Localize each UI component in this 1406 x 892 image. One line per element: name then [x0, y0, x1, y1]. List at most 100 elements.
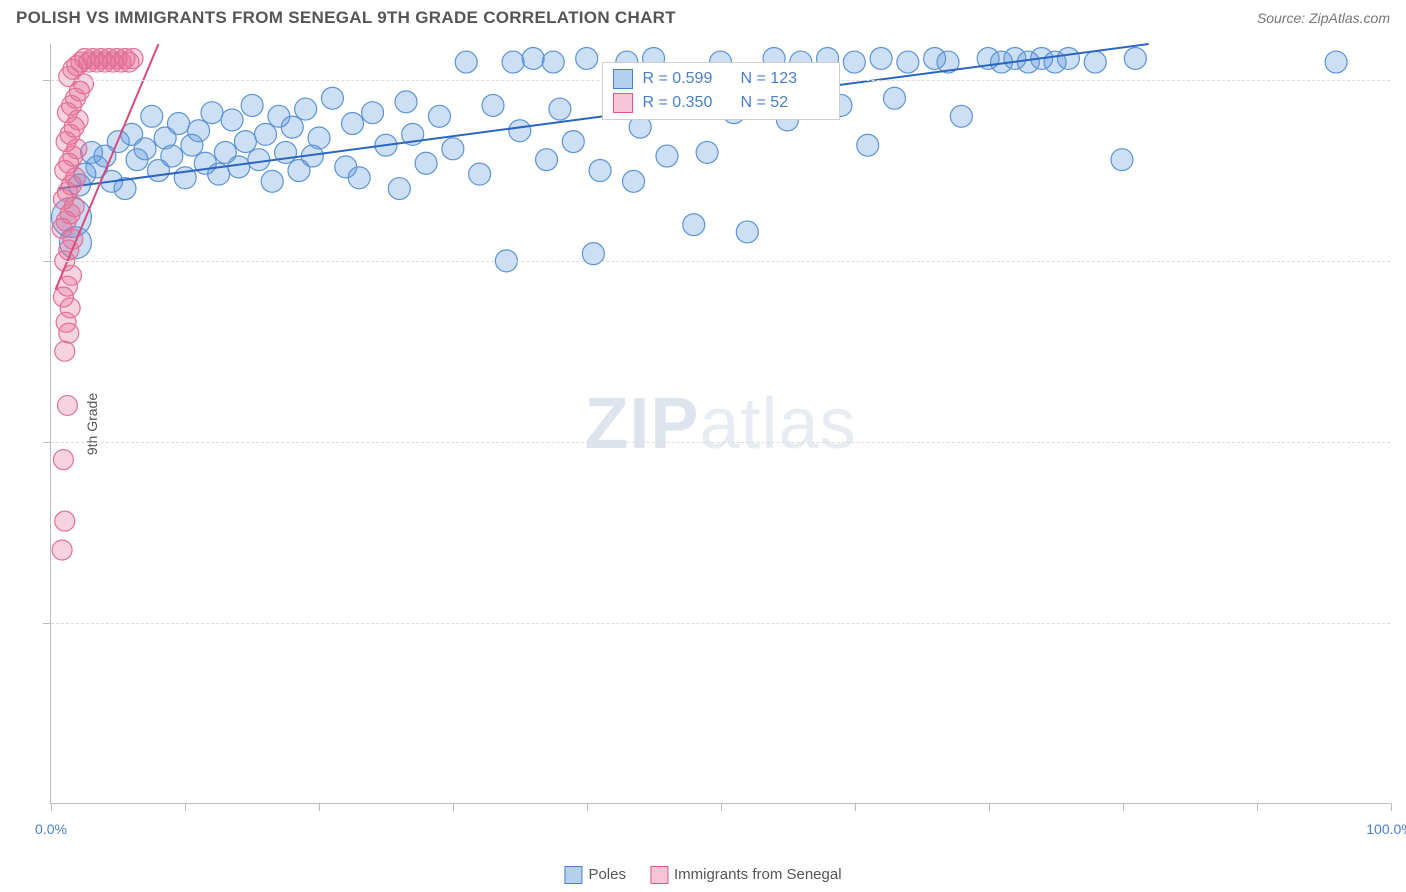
data-point	[1325, 51, 1347, 73]
r-label: R = 0.599	[643, 70, 731, 88]
data-point	[341, 113, 363, 135]
legend-item-poles: Poles	[564, 866, 626, 884]
data-point	[57, 395, 77, 415]
data-point	[883, 87, 905, 109]
data-point	[870, 47, 892, 69]
gridline	[51, 623, 1390, 624]
y-tick	[43, 442, 51, 443]
gridline	[51, 261, 1390, 262]
data-point	[55, 341, 75, 361]
data-point	[188, 120, 210, 142]
data-point	[428, 105, 450, 127]
stats-row-pink: R = 0.350 N = 52	[613, 91, 829, 115]
data-point	[562, 131, 584, 153]
data-point	[1124, 47, 1146, 69]
stats-legend: R = 0.599 N = 123 R = 0.350 N = 52	[602, 62, 840, 120]
data-point	[683, 214, 705, 236]
data-point	[281, 116, 303, 138]
y-tick-label: 85.0%	[1398, 615, 1406, 631]
data-point	[308, 127, 330, 149]
data-point	[261, 170, 283, 192]
data-point	[536, 149, 558, 171]
data-point	[161, 145, 183, 167]
data-point	[576, 47, 598, 69]
x-tick	[1391, 803, 1392, 811]
data-point	[549, 98, 571, 120]
data-point	[228, 156, 250, 178]
data-point	[469, 163, 491, 185]
data-point	[843, 51, 865, 73]
x-tick	[453, 803, 454, 811]
data-point	[362, 102, 384, 124]
data-point	[656, 145, 678, 167]
x-tick-label-0: 0.0%	[35, 821, 67, 837]
data-point	[241, 94, 263, 116]
swatch-pink-icon	[613, 93, 633, 113]
y-tick-label: 95.0%	[1398, 253, 1406, 269]
x-tick	[1257, 803, 1258, 811]
swatch-blue-icon	[564, 866, 582, 884]
r-label: R = 0.350	[643, 94, 731, 112]
data-point	[482, 94, 504, 116]
data-point	[395, 91, 417, 113]
data-point	[455, 51, 477, 73]
x-tick	[1123, 803, 1124, 811]
y-tick-label: 90.0%	[1398, 434, 1406, 450]
data-point	[502, 51, 524, 73]
data-point	[1084, 51, 1106, 73]
data-point	[1057, 47, 1079, 69]
y-tick	[43, 80, 51, 81]
stats-row-blue: R = 0.599 N = 123	[613, 67, 829, 91]
data-point	[52, 540, 72, 560]
series-legend: Poles Immigrants from Senegal	[564, 866, 841, 884]
data-point	[234, 131, 256, 153]
data-point	[589, 160, 611, 182]
chart-title: POLISH VS IMMIGRANTS FROM SENEGAL 9TH GR…	[16, 8, 676, 28]
swatch-blue-icon	[613, 69, 633, 89]
x-tick	[51, 803, 52, 811]
data-point	[248, 149, 270, 171]
data-point	[123, 48, 143, 68]
chart-source: Source: ZipAtlas.com	[1257, 10, 1390, 26]
data-point	[255, 123, 277, 145]
x-tick-label-100: 100.0%	[1366, 821, 1406, 837]
data-point	[857, 134, 879, 156]
chart-area: 9th Grade ZIPatlas R = 0.599 N = 123 R =…	[50, 44, 1390, 804]
x-tick	[721, 803, 722, 811]
n-label: N = 52	[741, 94, 829, 112]
y-tick-label: 100.0%	[1398, 72, 1406, 88]
x-tick	[855, 803, 856, 811]
x-tick	[587, 803, 588, 811]
legend-item-senegal: Immigrants from Senegal	[650, 866, 842, 884]
data-point	[348, 167, 370, 189]
data-point	[950, 105, 972, 127]
data-point	[696, 141, 718, 163]
data-point	[542, 51, 564, 73]
data-point	[442, 138, 464, 160]
data-point	[388, 178, 410, 200]
data-point	[55, 511, 75, 531]
data-point	[509, 120, 531, 142]
data-point	[321, 87, 343, 109]
data-point	[168, 113, 190, 135]
n-label: N = 123	[741, 70, 829, 88]
data-point	[522, 47, 544, 69]
plot-svg	[51, 44, 1390, 803]
data-point	[736, 221, 758, 243]
x-tick	[185, 803, 186, 811]
data-point	[415, 152, 437, 174]
data-point	[897, 51, 919, 73]
data-point	[623, 170, 645, 192]
x-tick	[989, 803, 990, 811]
data-point	[295, 98, 317, 120]
data-point	[134, 138, 156, 160]
y-tick	[43, 623, 51, 624]
data-point	[141, 105, 163, 127]
data-point	[1111, 149, 1133, 171]
data-point	[221, 109, 243, 131]
swatch-pink-icon	[650, 866, 668, 884]
gridline	[51, 442, 1390, 443]
x-tick	[319, 803, 320, 811]
data-point	[201, 102, 223, 124]
y-tick	[43, 261, 51, 262]
